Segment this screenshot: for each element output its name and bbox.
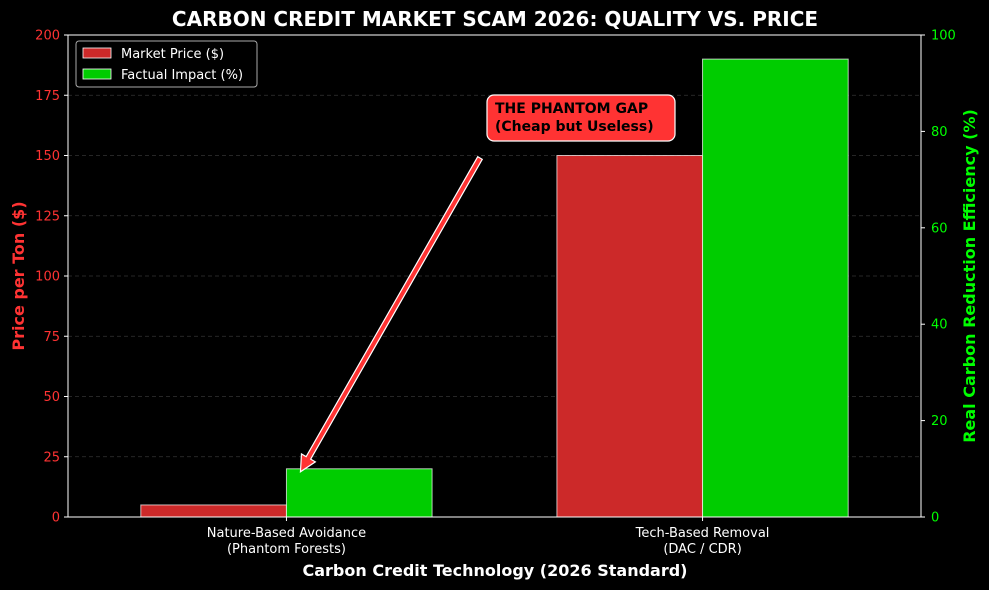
- legend-swatch: [82, 68, 112, 80]
- x-axis-label: Carbon Credit Technology (2026 Standard): [303, 561, 688, 580]
- annotation-text: THE PHANTOM GAP: [495, 101, 648, 117]
- bar-factual-impact: [702, 58, 849, 518]
- legend-swatch: [82, 47, 112, 59]
- right-tick-label: 20: [931, 414, 948, 429]
- bars: [140, 58, 849, 518]
- x-axis: Nature-Based Avoidance(Phantom Forests) T…: [207, 517, 770, 557]
- annotation: THE PHANTOM GAP (Cheap but Useless): [299, 94, 676, 473]
- annotation-text: (Cheap but Useless): [495, 119, 654, 135]
- x-tick-label: Nature-Based Avoidance: [207, 526, 366, 541]
- left-axis-label: Price per Ton ($): [9, 201, 28, 350]
- left-axis: 0 25 50 75 100 125 150 175 200: [35, 29, 68, 526]
- x-tick-label: (Phantom Forests): [227, 542, 346, 557]
- x-tick-label: (DAC / CDR): [663, 542, 741, 557]
- bar-market-price: [140, 504, 287, 518]
- chart-title: CARBON CREDIT MARKET SCAM 2026: QUALITY …: [172, 7, 818, 31]
- annotation-box: [486, 94, 676, 142]
- right-axis: 0 20 40 60 80 100: [921, 29, 956, 526]
- left-tick-label: 50: [43, 390, 60, 405]
- left-tick-label: 200: [35, 29, 60, 44]
- annotation-arrow: [299, 155, 484, 473]
- x-tick-label: Tech-Based Removal: [635, 526, 770, 541]
- left-tick-label: 100: [35, 270, 60, 285]
- right-tick-label: 100: [931, 29, 956, 44]
- left-tick-label: 150: [35, 149, 60, 164]
- right-axis-label: Real Carbon Reduction Efficiency (%): [960, 109, 979, 443]
- legend: Market Price ($) Factual Impact (%): [75, 40, 258, 88]
- left-tick-label: 25: [43, 450, 60, 465]
- right-tick-label: 60: [931, 221, 948, 236]
- left-tick-label: 175: [35, 89, 60, 104]
- left-tick-label: 125: [35, 209, 60, 224]
- bar-factual-impact: [285, 468, 433, 518]
- left-tick-label: 0: [52, 511, 60, 526]
- right-tick-label: 80: [931, 125, 948, 140]
- legend-label: Factual Impact (%): [121, 68, 243, 83]
- bar-market-price: [556, 155, 704, 518]
- left-tick-label: 75: [43, 330, 60, 345]
- legend-box: [75, 40, 258, 88]
- right-tick-label: 40: [931, 318, 948, 333]
- legend-label: Market Price ($): [121, 47, 224, 62]
- right-tick-label: 0: [931, 511, 939, 526]
